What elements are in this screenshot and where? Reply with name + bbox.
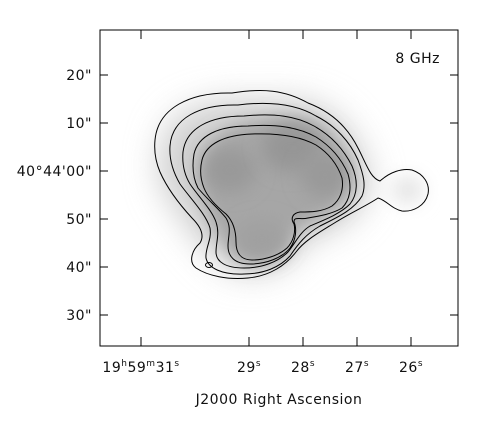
- contour-lines: [154, 89, 429, 279]
- dec-tick-label: 40": [66, 260, 92, 276]
- contour-outer: [154, 89, 429, 279]
- ra-tick-label: 19h59m31s: [102, 359, 179, 376]
- dec-tick-label: 50": [66, 212, 92, 228]
- contour-small-blob: [205, 262, 213, 268]
- dec-ticks: [100, 74, 458, 316]
- ra-tick-label: 27s: [345, 359, 369, 376]
- ra-tick-label: 26s: [399, 359, 423, 376]
- contour-inner: [200, 133, 343, 261]
- contour-2: [169, 102, 365, 275]
- x-axis-label: J2000 Right Ascension: [195, 392, 363, 408]
- dec-tick-label: 40°44'00": [17, 164, 92, 180]
- contour-3: [182, 114, 357, 269]
- dec-tick-labels: 20" 10" 40°44'00" 50" 40" 30": [17, 68, 92, 324]
- emission-image: [157, 98, 424, 275]
- plot-frame: [99, 29, 459, 347]
- dec-tick-label: 10": [66, 116, 92, 132]
- dec-tick-label: 20": [66, 68, 92, 84]
- ra-tick-label: 29s: [237, 359, 261, 376]
- ra-tick-labels: 19h59m31s 29s 28s 27s 26s: [102, 359, 423, 376]
- dec-tick-label: 30": [66, 308, 92, 324]
- ra-tick-label: 28s: [291, 359, 315, 376]
- ra-ticks: [140, 30, 412, 346]
- contour-4: [192, 124, 351, 265]
- panel-label: 8 GHz: [395, 51, 440, 67]
